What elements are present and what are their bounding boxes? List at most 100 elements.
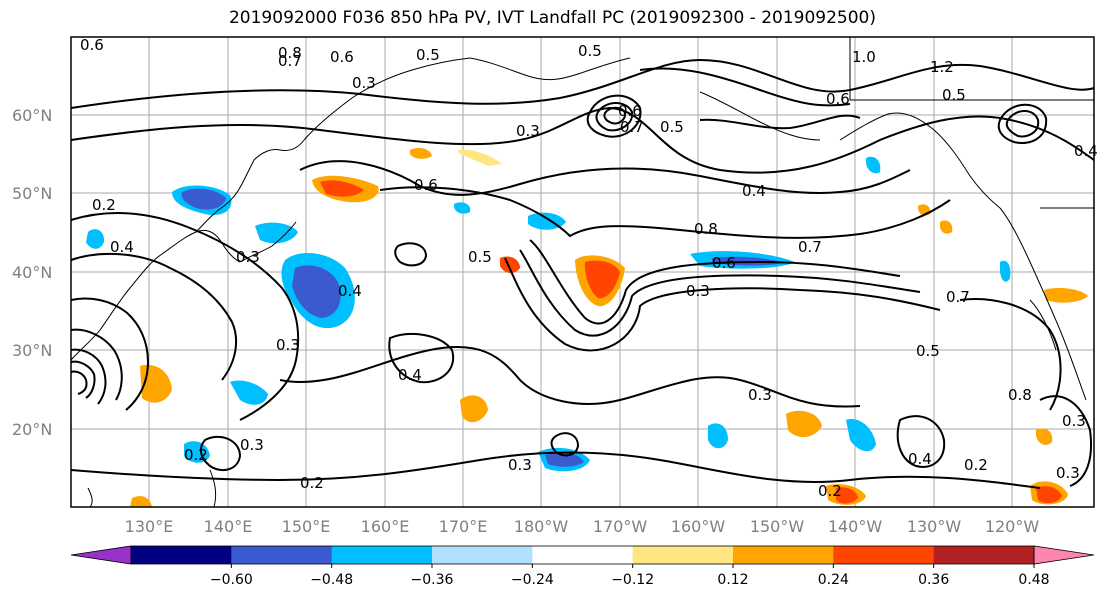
contour-label: 0.7 (278, 52, 302, 70)
contour-label: 0.3 (748, 386, 772, 404)
contour-label: 0.6 (80, 36, 104, 54)
pv-shading (86, 148, 1088, 507)
lat-label-40: 40°N (12, 263, 52, 282)
colorbar-segment (231, 546, 333, 564)
contour-label: 0.3 (352, 74, 376, 92)
lon-label-150w: 150°W (750, 517, 805, 536)
shade-neg-13 (708, 423, 728, 449)
colorbar-tick-label: 0.36 (918, 572, 949, 588)
contour-label: 0.2 (818, 482, 842, 500)
lat-label-30: 30°N (12, 341, 52, 360)
longitude-labels: 130°E 140°E 150°E 160°E 170°E 180°W 170°… (125, 517, 1040, 536)
shade-neg-17 (866, 156, 881, 174)
lon-label-150e: 150°E (282, 517, 331, 536)
shade-neg-4 (181, 188, 226, 210)
lat-label-50: 50°N (12, 184, 52, 203)
shade-neg-18 (454, 202, 471, 214)
colorbar-extension-low (70, 545, 132, 565)
contour-label: 0.6 (414, 176, 438, 194)
colorbar-segment (632, 546, 734, 564)
colorbar-tick-label: −0.12 (611, 572, 654, 588)
pv-contours (70, 58, 1095, 489)
colorbar-extension-high (1033, 545, 1095, 565)
contour-label: 0.4 (338, 282, 362, 300)
colorbar-segment (331, 546, 433, 564)
shade-pos-8 (786, 410, 822, 438)
contour-label: 0.6 (330, 48, 354, 66)
contour-label: 0.3 (516, 122, 540, 140)
colorbar-frame (130, 545, 1035, 565)
contour-label: 0.3 (686, 282, 710, 300)
shade-pos-2 (320, 180, 364, 197)
shade-pos-16 (410, 148, 432, 159)
shade-pos-7 (460, 395, 488, 423)
contour-label: 0.4 (742, 182, 766, 200)
contour-label: 0.6 (712, 254, 736, 272)
colorbar-tick-label: −0.60 (210, 572, 253, 588)
shade-pos-14 (130, 496, 152, 507)
contour-label: 0.2 (964, 456, 988, 474)
shade-neg-2 (292, 265, 341, 318)
contour-label: 0.4 (110, 238, 134, 256)
contour-labels: 0.6 0.80.7 0.6 0.5 0.50.30.3 0.70.60.51.01.20… (80, 36, 1098, 500)
contour-label: 0.5 (916, 342, 940, 360)
contour-label: 0.7 (946, 288, 970, 306)
contour-label: 0.4 (1074, 142, 1098, 160)
coastlines (70, 37, 1094, 508)
contour-label: 0.8 (1008, 386, 1032, 404)
lon-label-170w: 170°W (593, 517, 648, 536)
lon-label-170e: 170°E (439, 517, 488, 536)
colorbar-tick-label: −0.24 (511, 572, 554, 588)
contour-label: 0.7 (798, 238, 822, 256)
contour-label: 0.3 (240, 436, 264, 454)
map-frame (70, 36, 1095, 508)
shade-neg-12 (230, 380, 268, 405)
lon-label-120w: 120°W (985, 517, 1040, 536)
shade-neg-16 (1000, 260, 1011, 282)
lon-label-130w: 130°W (907, 517, 962, 536)
colorbar-tick-label: −0.48 (310, 572, 353, 588)
contour-label: 0.5 (660, 118, 684, 136)
contour-label: 0.3 (508, 456, 532, 474)
contour-label: 0.7 (620, 118, 644, 136)
contour-label: 1.0 (852, 48, 876, 66)
colorbar-segment (532, 546, 634, 564)
colorbar-tick-label: 0.48 (1018, 572, 1049, 588)
contour-label: 0.8 (694, 220, 718, 238)
colorbar-segment (131, 546, 232, 564)
lon-label-130e: 130°E (125, 517, 174, 536)
contour-label: 0.2 (300, 474, 324, 492)
shade-pos-13 (836, 487, 858, 504)
map-title: 2019092000 F036 850 hPa PV, IVT Landfall… (228, 8, 876, 28)
contour-label: 0.2 (184, 446, 208, 464)
contour-label: 0.5 (416, 46, 440, 64)
shade-pos-6 (140, 364, 172, 403)
contour-label: 0.6 (618, 102, 642, 120)
shade-neg-11 (545, 452, 584, 467)
colorbar-tick-label: 0.24 (818, 572, 849, 588)
colorbar-segment (432, 546, 533, 564)
shade-pos-9 (1044, 288, 1088, 303)
colorbar-ticks: −0.60 −0.48 −0.36 −0.24 −0.12 0.12 0.24 0.36 0.4… (210, 564, 1050, 588)
contour-label: 0.3 (236, 248, 260, 266)
colorbar-segment (833, 546, 935, 564)
shade-neg-14 (846, 419, 876, 452)
lon-label-160e: 160°E (361, 517, 410, 536)
shade-neg-6 (86, 229, 105, 249)
contour-label: 0.4 (908, 450, 932, 468)
contour-label: 0.3 (1062, 412, 1086, 430)
lon-label-180w: 180°W (514, 517, 569, 536)
lon-label-160w: 160°W (671, 517, 726, 536)
shade-pos-11 (1036, 486, 1062, 504)
contour-label: 0.3 (276, 336, 300, 354)
contour-label: 0.5 (468, 248, 492, 266)
shade-pos-18 (940, 220, 953, 234)
contour-label: 0.4 (398, 366, 422, 384)
colorbar-tick-label: 0.12 (717, 572, 748, 588)
latitude-labels: 60°N 50°N 40°N 30°N 20°N (12, 106, 52, 439)
lat-label-60: 60°N (12, 106, 52, 125)
colorbar-segment (733, 546, 834, 564)
shade-pos-5 (500, 256, 520, 274)
lon-label-140e: 140°E (204, 517, 253, 536)
